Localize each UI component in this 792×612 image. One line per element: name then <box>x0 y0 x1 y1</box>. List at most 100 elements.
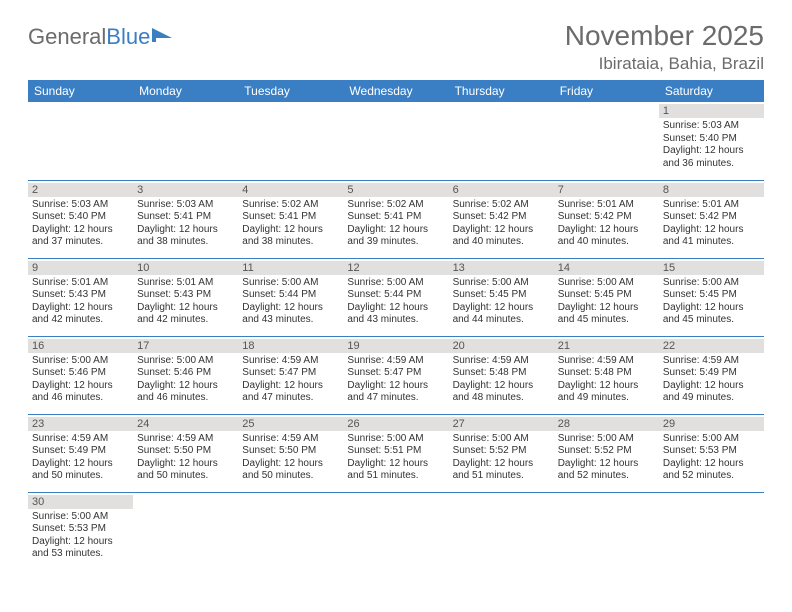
day-number: 6 <box>449 183 554 197</box>
calendar-cell <box>449 492 554 570</box>
calendar-cell: 7 Sunrise: 5:01 AMSunset: 5:42 PMDaylight… <box>554 180 659 258</box>
detail-line-sunset: Sunset: 5:42 PM <box>558 211 655 224</box>
detail-line-day1: Daylight: 12 hours <box>32 458 129 471</box>
detail-line-sunrise: Sunrise: 5:00 AM <box>347 277 444 290</box>
day-number: 24 <box>133 417 238 431</box>
calendar-cell: 17 Sunrise: 5:00 AMSunset: 5:46 PMDayligh… <box>133 336 238 414</box>
detail-line-sunrise: Sunrise: 5:02 AM <box>347 199 444 212</box>
detail-line-sunset: Sunset: 5:43 PM <box>137 289 234 302</box>
day-details: Sunrise: 5:01 AMSunset: 5:43 PMDaylight:… <box>137 277 234 327</box>
detail-line-day2: and 42 minutes. <box>32 314 129 327</box>
day-number: 17 <box>133 339 238 353</box>
detail-line-day1: Daylight: 12 hours <box>453 224 550 237</box>
calendar-cell: 13Sunrise: 5:00 AMSunset: 5:45 PMDayligh… <box>449 258 554 336</box>
calendar-week-row: 16Sunrise: 5:00 AMSunset: 5:46 PMDayligh… <box>28 336 764 414</box>
calendar-cell: 2Sunrise: 5:03 AMSunset: 5:40 PMDaylight… <box>28 180 133 258</box>
detail-line-day2: and 52 minutes. <box>663 470 760 483</box>
detail-line-day1: Daylight: 12 hours <box>453 302 550 315</box>
day-number: 25 <box>238 417 343 431</box>
day-details: Sunrise: 5:03 AMSunset: 5:41 PMDaylight:… <box>137 199 234 249</box>
detail-line-sunset: Sunset: 5:40 PM <box>663 133 760 146</box>
calendar-table: Sunday Monday Tuesday Wednesday Thursday… <box>28 80 764 570</box>
detail-line-sunrise: Sunrise: 5:03 AM <box>663 120 760 133</box>
detail-line-day1: Daylight: 12 hours <box>453 458 550 471</box>
detail-line-sunset: Sunset: 5:41 PM <box>347 211 444 224</box>
detail-line-day1: Daylight: 12 hours <box>558 458 655 471</box>
col-tuesday: Tuesday <box>238 80 343 102</box>
detail-line-sunrise: Sunrise: 4:59 AM <box>558 355 655 368</box>
day-number: 27 <box>449 417 554 431</box>
detail-line-sunset: Sunset: 5:42 PM <box>453 211 550 224</box>
day-number: 20 <box>449 339 554 353</box>
day-number: 23 <box>28 417 133 431</box>
calendar-cell: 6Sunrise: 5:02 AMSunset: 5:42 PMDaylight… <box>449 180 554 258</box>
day-details: Sunrise: 5:00 AMSunset: 5:45 PMDaylight:… <box>663 277 760 327</box>
day-number: 7 <box>554 183 659 197</box>
day-number: 28 <box>554 417 659 431</box>
detail-line-sunset: Sunset: 5:48 PM <box>558 367 655 380</box>
detail-line-sunrise: Sunrise: 5:00 AM <box>32 355 129 368</box>
detail-line-day1: Daylight: 12 hours <box>32 224 129 237</box>
detail-line-sunset: Sunset: 5:48 PM <box>453 367 550 380</box>
detail-line-sunrise: Sunrise: 5:00 AM <box>347 433 444 446</box>
calendar-cell <box>659 492 764 570</box>
calendar-week-row: 9Sunrise: 5:01 AMSunset: 5:43 PMDaylight… <box>28 258 764 336</box>
calendar-cell: 20 Sunrise: 4:59 AMSunset: 5:48 PMDayligh… <box>449 336 554 414</box>
detail-line-day2: and 37 minutes. <box>32 236 129 249</box>
day-number: 4 <box>238 183 343 197</box>
calendar-cell: 9Sunrise: 5:01 AMSunset: 5:43 PMDaylight… <box>28 258 133 336</box>
day-details: Sunrise: 5:01 AMSunset: 5:42 PMDaylight:… <box>558 199 655 249</box>
detail-line-day2: and 45 minutes. <box>663 314 760 327</box>
detail-line-day2: and 49 minutes. <box>663 392 760 405</box>
calendar-cell <box>343 102 448 180</box>
day-details: Sunrise: 4:59 AMSunset: 5:47 PMDaylight:… <box>347 355 444 405</box>
detail-line-day1: Daylight: 12 hours <box>663 302 760 315</box>
calendar-cell: 22Sunrise: 4:59 AMSunset: 5:49 PMDayligh… <box>659 336 764 414</box>
detail-line-day2: and 50 minutes. <box>32 470 129 483</box>
detail-line-sunrise: Sunrise: 5:01 AM <box>32 277 129 290</box>
detail-line-sunrise: Sunrise: 5:01 AM <box>137 277 234 290</box>
logo-flag-icon <box>152 28 174 44</box>
day-details: Sunrise: 5:00 AMSunset: 5:52 PMDaylight:… <box>558 433 655 483</box>
calendar-cell: 15Sunrise: 5:00 AMSunset: 5:45 PMDayligh… <box>659 258 764 336</box>
calendar-cell: 18 Sunrise: 4:59 AMSunset: 5:47 PMDayligh… <box>238 336 343 414</box>
detail-line-sunrise: Sunrise: 5:00 AM <box>558 277 655 290</box>
calendar-cell: 24Sunrise: 4:59 AMSunset: 5:50 PMDayligh… <box>133 414 238 492</box>
detail-line-sunset: Sunset: 5:45 PM <box>558 289 655 302</box>
day-details: Sunrise: 5:00 AMSunset: 5:46 PMDaylight:… <box>32 355 129 405</box>
detail-line-day1: Daylight: 12 hours <box>32 302 129 315</box>
detail-line-day1: Daylight: 12 hours <box>32 380 129 393</box>
detail-line-day2: and 52 minutes. <box>558 470 655 483</box>
calendar-cell: 12Sunrise: 5:00 AMSunset: 5:44 PMDayligh… <box>343 258 448 336</box>
day-number: 18 <box>238 339 343 353</box>
calendar-cell <box>554 492 659 570</box>
day-details: Sunrise: 4:59 AMSunset: 5:48 PMDaylight:… <box>453 355 550 405</box>
calendar-cell <box>133 102 238 180</box>
detail-line-sunrise: Sunrise: 5:01 AM <box>558 199 655 212</box>
calendar-cell: 10Sunrise: 5:01 AMSunset: 5:43 PMDayligh… <box>133 258 238 336</box>
day-details: Sunrise: 5:00 AMSunset: 5:44 PMDaylight:… <box>347 277 444 327</box>
detail-line-day2: and 45 minutes. <box>558 314 655 327</box>
day-details: Sunrise: 5:00 AMSunset: 5:46 PMDaylight:… <box>137 355 234 405</box>
calendar-cell: 1Sunrise: 5:03 AMSunset: 5:40 PMDaylight… <box>659 102 764 180</box>
day-details: Sunrise: 4:59 AMSunset: 5:47 PMDaylight:… <box>242 355 339 405</box>
calendar-cell <box>238 492 343 570</box>
detail-line-day1: Daylight: 12 hours <box>137 458 234 471</box>
detail-line-sunset: Sunset: 5:51 PM <box>347 445 444 458</box>
detail-line-sunset: Sunset: 5:52 PM <box>453 445 550 458</box>
day-details: Sunrise: 5:02 AMSunset: 5:41 PMDaylight:… <box>242 199 339 249</box>
day-details: Sunrise: 5:03 AMSunset: 5:40 PMDaylight:… <box>663 120 760 170</box>
detail-line-day1: Daylight: 12 hours <box>242 302 339 315</box>
detail-line-day1: Daylight: 12 hours <box>558 224 655 237</box>
day-details: Sunrise: 4:59 AMSunset: 5:48 PMDaylight:… <box>558 355 655 405</box>
day-number: 30 <box>28 495 133 509</box>
detail-line-day2: and 46 minutes. <box>137 392 234 405</box>
calendar-cell <box>343 492 448 570</box>
detail-line-sunrise: Sunrise: 4:59 AM <box>663 355 760 368</box>
calendar-cell: 14Sunrise: 5:00 AMSunset: 5:45 PMDayligh… <box>554 258 659 336</box>
day-number: 9 <box>28 261 133 275</box>
day-number: 22 <box>659 339 764 353</box>
day-number: 3 <box>133 183 238 197</box>
detail-line-sunrise: Sunrise: 5:00 AM <box>663 277 760 290</box>
calendar-cell: 26Sunrise: 5:00 AMSunset: 5:51 PMDayligh… <box>343 414 448 492</box>
